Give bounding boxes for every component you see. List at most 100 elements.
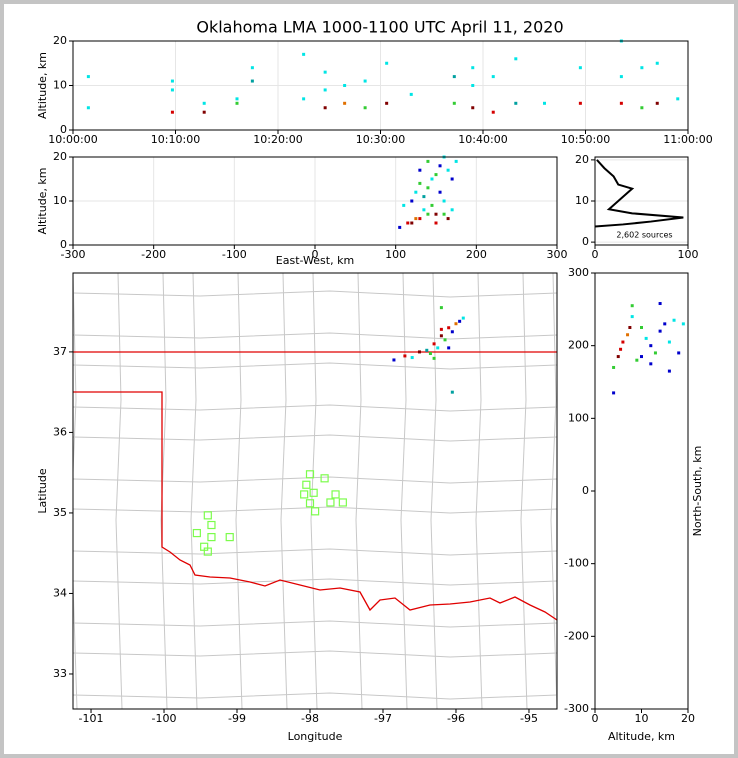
source-point [450,208,454,212]
source-point [422,195,426,199]
source-point [385,101,389,105]
source-point [323,106,327,110]
source-point [442,212,446,216]
station [203,547,212,556]
source-point [343,101,347,105]
county-line [550,273,557,709]
source-point [447,326,451,330]
x-tick-label: -96 [447,712,465,725]
source-point [672,318,676,322]
station [192,528,201,538]
source-point [663,322,667,326]
source-point [619,347,623,351]
x-tick-label: -95 [520,712,538,725]
source-point [410,356,414,360]
source-point [471,66,475,70]
source-point [343,84,347,87]
source-point [410,199,414,203]
x-tick-label: 10:10:00 [151,133,200,146]
source-point [446,217,450,221]
source-point [619,101,623,105]
source-point [658,302,662,306]
source-point [438,190,442,194]
state-borders [73,351,557,621]
x-tick-label: -101 [79,712,104,725]
x-tick-label: 200 [466,248,487,261]
source-point [439,327,443,331]
source-point [323,88,327,92]
county-line [73,650,557,658]
county-lines [73,273,557,709]
source-point [655,61,659,65]
source-point [418,181,422,185]
source-point [676,97,680,101]
county-line [73,578,557,586]
county-line [190,273,198,709]
source-point [458,319,462,323]
y-tick-label: 20 [575,153,589,166]
source-point [414,190,418,194]
y-tick-label: 10 [53,194,67,207]
county-line [160,273,168,709]
source-point [446,168,450,172]
source-point [418,168,422,172]
county-line [73,362,557,370]
source-point [417,350,421,354]
x-tick-label: 10:50:00 [561,133,610,146]
source-point [202,101,206,105]
source-point [635,358,639,362]
source-point [667,340,671,344]
x-axis-label: East-West, km [276,254,354,267]
x-tick-label: -100 [222,248,247,261]
x-tick-label: -100 [152,712,177,725]
plot-frame [594,156,689,246]
y-tick-label: -200 [564,629,589,642]
county-line [73,332,557,340]
y-tick-label: 20 [53,150,67,163]
texas-border [73,391,557,621]
source-point [250,66,254,70]
plot-frame [72,156,558,246]
station [305,470,315,479]
x-tick-label: 300 [547,248,568,261]
annotation: 2,602 sources [616,231,672,240]
station [338,498,347,507]
x-tick-label: 100 [678,248,699,261]
source-point [170,79,174,83]
source-point [235,97,239,101]
x-tick-label: 0 [592,248,599,261]
source-point [514,101,518,105]
source-point [430,177,434,181]
x-tick-label: 10:20:00 [253,133,302,146]
y-tick-label: 10 [53,79,67,92]
source-point [363,106,367,110]
x-axis-label: Altitude, km [608,730,675,743]
source-point [432,342,436,346]
x-tick-label: -200 [141,248,166,261]
county-line [355,273,363,709]
source-point [677,351,681,355]
source-point [235,101,239,105]
x-tick-label: 10:40:00 [458,133,507,146]
y-tick-label: 34 [53,586,67,599]
source-point [649,362,653,366]
county-line [73,506,557,514]
x-tick-label: -300 [61,248,86,261]
x-tick-label: 11:00:00 [663,133,712,146]
x-tick-label: 20 [681,712,695,725]
station [203,511,212,520]
source-point [442,199,446,203]
source-point [681,322,685,326]
source-point [398,225,402,229]
altitude-profile [594,159,684,228]
source-point [434,173,438,177]
source-point [454,322,458,326]
source-point [432,356,436,360]
source-point [640,355,643,359]
county-line [280,273,288,709]
source-point [471,84,475,87]
source-point [514,57,518,61]
source-point [426,186,430,190]
y-tick-label: 0 [60,123,67,136]
y-tick-label: 200 [568,339,589,352]
